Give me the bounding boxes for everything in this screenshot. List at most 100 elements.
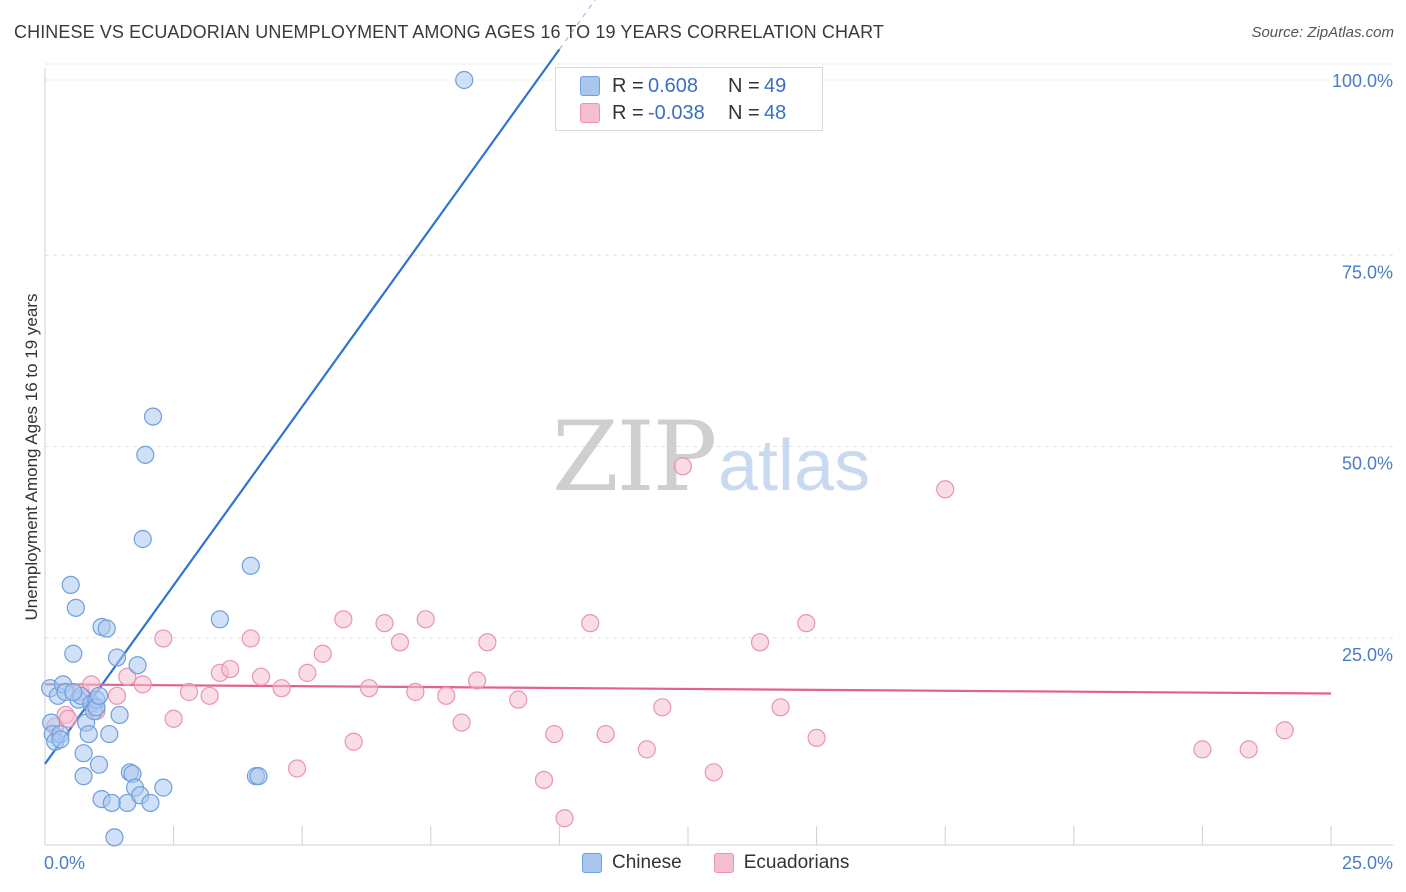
chinese-point-29[interactable]	[107, 648, 127, 667]
ecuadorian-point-11[interactable]	[179, 682, 199, 702]
chinese-point-42[interactable]	[210, 610, 229, 629]
legend-item-chinese[interactable]: Chinese	[582, 852, 682, 874]
ecuadorian-point-38[interactable]	[637, 740, 656, 759]
ecuadorian-point-43[interactable]	[771, 698, 790, 717]
n-value: 49	[764, 74, 787, 97]
ecuadorian-point-31[interactable]	[478, 633, 497, 652]
chinese-point-46[interactable]	[455, 70, 474, 90]
y-tick-label-0: 25.0%	[1342, 645, 1393, 665]
ecuadorian-point-24[interactable]	[375, 614, 394, 633]
ecuadorian-point-32[interactable]	[509, 690, 528, 709]
ecuadorian-swatch	[713, 853, 734, 873]
chinese-point-26[interactable]	[100, 724, 119, 744]
ecuadorian-point-34[interactable]	[545, 724, 564, 744]
series-legend: Chinese Ecuadorians	[582, 852, 881, 874]
ecuadorian-point-7[interactable]	[118, 667, 137, 686]
gridlines	[45, 63, 1393, 639]
ecuadorian-points	[46, 457, 1294, 828]
chinese-point-47[interactable]	[51, 730, 70, 749]
ecuadorian-point-2[interactable]	[59, 709, 78, 728]
ecuadorian-point-27[interactable]	[416, 610, 435, 629]
legend-item-ecuadorians[interactable]: Ecuadorians	[713, 852, 849, 874]
chinese-point-9[interactable]	[64, 644, 83, 663]
ecuadorian-point-49[interactable]	[1275, 721, 1294, 740]
r-value: -0.038	[648, 101, 705, 124]
ecuadorian-point-30[interactable]	[467, 671, 487, 690]
ecuadorian-point-17[interactable]	[272, 679, 291, 698]
ecuadorian-point-15[interactable]	[241, 629, 260, 648]
y-tick-label-3: 100.0%	[1332, 71, 1393, 91]
chinese-trend-line	[44, 48, 561, 765]
legend-row-ecuadorian: R = -0.038 N = 48	[580, 100, 786, 126]
trend-lines	[44, 0, 1332, 765]
chinese-point-30[interactable]	[110, 705, 129, 725]
ecuadorian-point-19[interactable]	[298, 663, 317, 682]
n-value: 48	[764, 101, 787, 124]
ecuadorian-point-36[interactable]	[581, 614, 600, 633]
ecuadorian-point-48[interactable]	[1239, 740, 1258, 759]
ecuadorian-point-26[interactable]	[406, 682, 425, 702]
ecuadorian-point-22[interactable]	[344, 732, 363, 751]
ecuadorian-point-20[interactable]	[313, 644, 332, 663]
chinese-point-43[interactable]	[241, 556, 260, 575]
axes	[44, 68, 1393, 846]
ecuadorian-point-9[interactable]	[154, 629, 173, 648]
watermark-zip: ZIP	[552, 401, 715, 513]
chinese-point-38[interactable]	[136, 445, 155, 464]
chinese-swatch	[582, 853, 602, 873]
chinese-point-40[interactable]	[141, 793, 160, 813]
chinese-points	[41, 70, 474, 847]
ecuadorian-point-28[interactable]	[437, 686, 456, 705]
ecuadorian-point-29[interactable]	[452, 713, 471, 732]
y-tick-label-2: 75.0%	[1342, 262, 1393, 282]
ecuadorian-point-33[interactable]	[534, 770, 554, 790]
ecuadorian-point-39[interactable]	[653, 698, 672, 717]
chinese-point-25[interactable]	[97, 619, 116, 638]
ecuadorian-point-42[interactable]	[750, 633, 770, 652]
ecuadorian-point-44[interactable]	[797, 614, 816, 633]
chinese-point-41[interactable]	[154, 778, 173, 797]
ecuadorian-point-10[interactable]	[164, 709, 183, 728]
chinese-point-27[interactable]	[102, 793, 121, 813]
chinese-point-37[interactable]	[133, 529, 152, 549]
ecuadorian-point-6[interactable]	[107, 686, 127, 705]
ecuadorian-point-45[interactable]	[807, 728, 826, 748]
ecuadorian-point-37[interactable]	[596, 724, 615, 744]
y-axis-label: Unemployment Among Ages 16 to 19 years	[22, 294, 41, 621]
ecuadorian-point-18[interactable]	[287, 759, 307, 778]
chinese-point-35[interactable]	[128, 656, 147, 675]
ecuadorian-point-47[interactable]	[1193, 740, 1212, 759]
watermark-atlas: atlas	[718, 426, 870, 506]
ecuadorian-point-14[interactable]	[221, 659, 240, 679]
source-credit: Source: ZipAtlas.com	[1251, 24, 1394, 41]
chinese-swatch	[580, 76, 600, 96]
chart-title: CHINESE VS ECUADORIAN UNEMPLOYMENT AMONG…	[14, 22, 885, 42]
chinese-point-21[interactable]	[89, 686, 109, 705]
chinese-point-28[interactable]	[105, 828, 124, 847]
chinese-point-16[interactable]	[79, 724, 98, 744]
ecuadorian-point-41[interactable]	[704, 763, 723, 782]
ecuadorian-point-16[interactable]	[251, 667, 271, 686]
ecuadorian-trend-line	[44, 683, 1332, 695]
chinese-point-10[interactable]	[66, 598, 85, 617]
ecuadorian-point-23[interactable]	[359, 679, 379, 698]
correlation-legend: R = 0.608 N = 49 R = -0.038 N = 48	[555, 67, 823, 131]
chinese-point-14[interactable]	[74, 767, 93, 786]
chinese-point-45[interactable]	[249, 767, 268, 786]
legend-label-chinese: Chinese	[612, 852, 682, 873]
chinese-point-22[interactable]	[89, 755, 109, 774]
chinese-point-39[interactable]	[143, 407, 163, 426]
ecuadorian-point-21[interactable]	[334, 610, 353, 629]
ecuadorian-point-8[interactable]	[133, 675, 152, 694]
ecuadorian-point-35[interactable]	[555, 809, 574, 828]
ecuadorian-point-46[interactable]	[936, 480, 955, 499]
ecuadorian-point-25[interactable]	[390, 633, 410, 652]
ecuadorian-point-40[interactable]	[673, 457, 692, 476]
chinese-point-48[interactable]	[64, 682, 83, 702]
chinese-point-13[interactable]	[74, 744, 93, 763]
chinese-point-8[interactable]	[61, 575, 80, 595]
y-tick-labels: 25.0% 50.0% 75.0% 100.0%	[1332, 71, 1393, 665]
ecuadorian-point-12[interactable]	[200, 686, 219, 705]
chinese-trend-extension	[558, 0, 596, 50]
